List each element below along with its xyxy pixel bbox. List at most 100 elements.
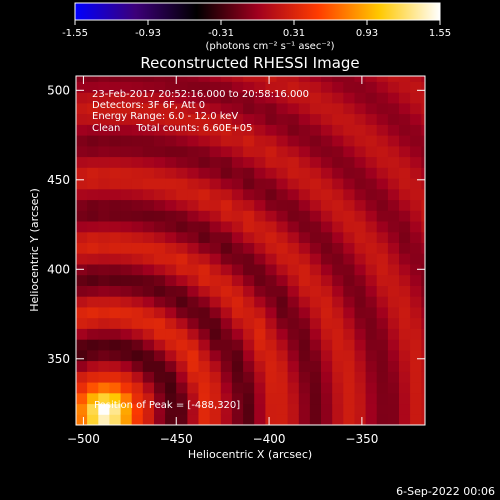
colorbar-tick-label: 0.31 [283, 28, 305, 39]
heatmap-cell [243, 113, 255, 125]
colorbar-gradient [74, 2, 441, 21]
heatmap-cell [410, 414, 422, 425]
heatmap-cell [254, 382, 266, 394]
heatmap-cell [309, 403, 322, 415]
heatmap-cell [387, 382, 400, 394]
heatmap-cell [209, 188, 222, 201]
heatmap-cell [154, 360, 166, 372]
heatmap-cell [265, 253, 278, 265]
heatmap-cell [76, 178, 88, 190]
heatmap-cell [231, 296, 244, 308]
heatmap-cell [209, 178, 222, 190]
heatmap-cell [276, 414, 289, 425]
heatmap-cell [220, 76, 233, 82]
heatmap-cell [165, 231, 177, 243]
heatmap-cell [332, 156, 344, 168]
heatmap-cell [254, 76, 266, 82]
heatmap-cell [410, 199, 422, 211]
heatmap-cell [87, 102, 99, 115]
heatmap-cell [321, 328, 333, 340]
heatmap-cell [321, 306, 333, 319]
heatmap-cell [209, 253, 222, 265]
heatmap-cell [120, 102, 133, 115]
heatmap-cell [387, 92, 400, 104]
heatmap-cell [231, 242, 244, 254]
heatmap-cell [343, 124, 355, 136]
heatmap-cell [287, 339, 300, 351]
heatmap-cell [309, 306, 322, 319]
heatmap-cell [265, 102, 278, 115]
heatmap-cell [376, 392, 389, 405]
heatmap-cell [254, 328, 266, 340]
heatmap-cell [376, 135, 389, 147]
heatmap-cell [209, 285, 222, 297]
heatmap-cell [343, 178, 355, 190]
heatmap-cell [98, 231, 110, 243]
x-tick-label: −450 [160, 432, 193, 446]
heatmap-cell [421, 124, 425, 136]
heatmap-cell [376, 221, 389, 233]
heatmap-cell [365, 221, 378, 233]
heatmap-cell [332, 360, 344, 372]
heatmap-cell [198, 156, 211, 168]
heatmap-cell [399, 145, 411, 158]
heatmap-cell [410, 76, 422, 82]
heatmap-cell [76, 371, 88, 383]
heatmap-cell [142, 274, 155, 286]
heatmap-cell [220, 349, 233, 362]
heatmap-cell [276, 392, 289, 405]
heatmap-cell [254, 113, 266, 125]
heatmap-cell [332, 210, 344, 222]
heatmap-cell [198, 167, 211, 179]
heatmap-cell [176, 414, 188, 425]
heatmap-cell [120, 274, 133, 286]
heatmap-cell [231, 382, 244, 394]
heatmap-cell [87, 317, 99, 329]
colorbar-tick-label: 0.93 [356, 28, 378, 39]
heatmap-cell [87, 414, 99, 425]
heatmap-cell [87, 306, 99, 319]
heatmap-cell [98, 156, 110, 168]
heatmap-cell [165, 167, 177, 179]
heatmap-cell [187, 135, 200, 147]
heatmap-cell [131, 285, 144, 297]
heatmap-cell [365, 274, 378, 286]
heatmap-cell [220, 253, 233, 265]
heatmap-cell [376, 360, 389, 372]
heatmap-cell [298, 382, 311, 394]
heatmap-cell [421, 242, 425, 254]
heatmap-cell [321, 317, 333, 329]
heatmap-cell [76, 199, 88, 211]
heatmap-cell [220, 274, 233, 286]
heatmap-cell [154, 328, 166, 340]
heatmap-cell [287, 188, 300, 201]
heatmap-cell [131, 392, 144, 405]
heatmap-cell [343, 102, 355, 115]
heatmap-cell [276, 113, 289, 125]
heatmap-cell [176, 242, 188, 254]
heatmap-cell [387, 76, 400, 82]
heatmap-cell [165, 92, 177, 104]
heatmap-cell [120, 306, 133, 319]
heatmap-cell [109, 231, 122, 243]
heatmap-cell [131, 92, 144, 104]
heatmap-cell [98, 199, 110, 211]
heatmap-cell [154, 349, 166, 362]
heatmap-cell [254, 403, 266, 415]
heatmap-cell [231, 76, 244, 82]
heatmap-cell [365, 296, 378, 308]
colorbar-tick-label: -0.31 [208, 28, 234, 39]
heatmap-cell [332, 92, 344, 104]
heatmap-cell [298, 274, 311, 286]
heatmap-cell [421, 199, 425, 211]
heatmap-cell [109, 274, 122, 286]
heatmap-cell [276, 349, 289, 362]
heatmap-cell [298, 360, 311, 372]
heatmap-cell [265, 210, 278, 222]
heatmap-cell [343, 339, 355, 351]
heatmap-cell [98, 382, 110, 394]
heatmap-cell [399, 102, 411, 115]
heatmap-cell [109, 135, 122, 147]
heatmap-cell [332, 188, 344, 201]
heatmap-cell [176, 135, 188, 147]
